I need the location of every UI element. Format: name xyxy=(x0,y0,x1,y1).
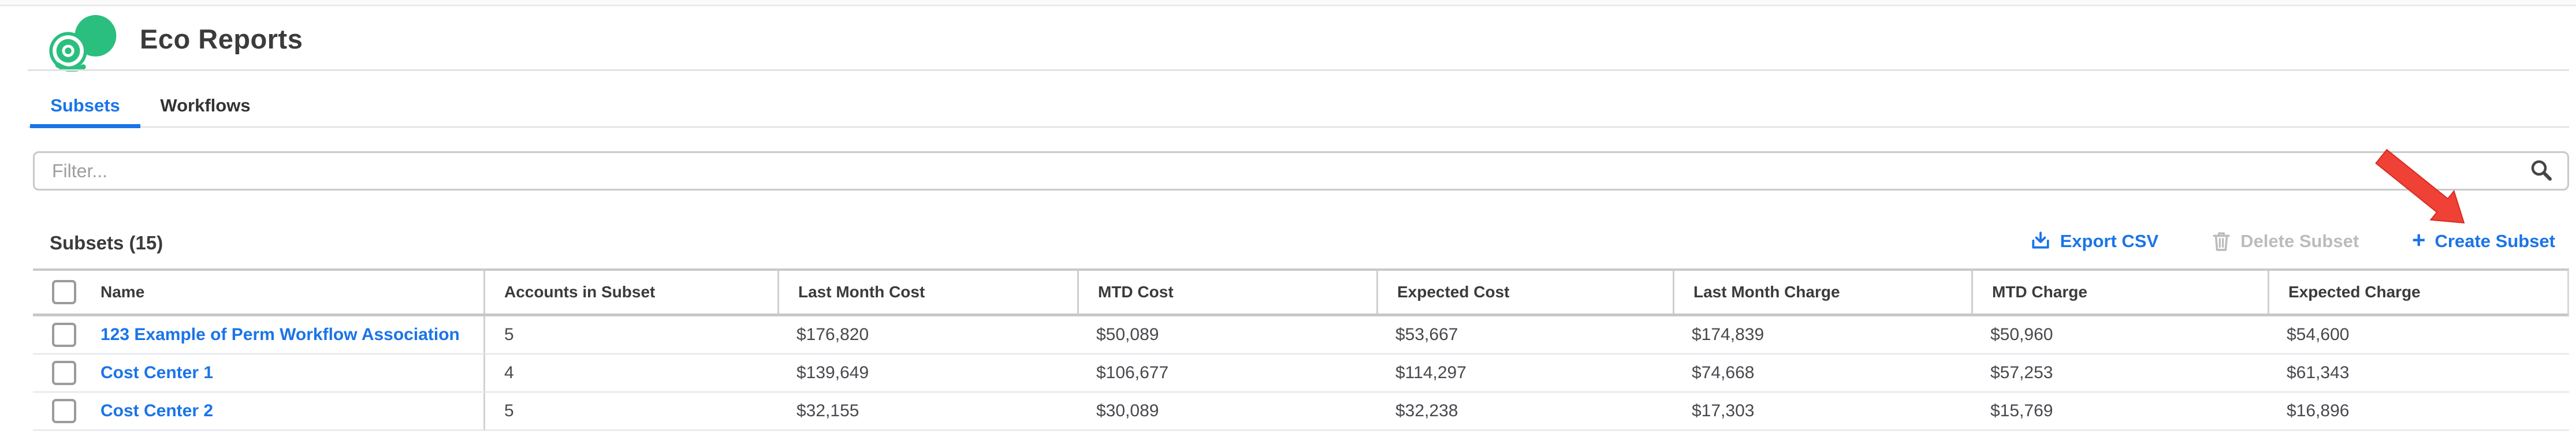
table-cell: $139,649 xyxy=(777,354,1077,391)
column-header-label: Accounts in Subset xyxy=(504,283,656,301)
table-cell: $61,343 xyxy=(2268,354,2569,391)
plus-icon: + xyxy=(2412,227,2426,253)
table-cell: $30,089 xyxy=(1077,393,1376,430)
table-cell: 5 xyxy=(483,393,777,430)
cell-value: $50,089 xyxy=(1096,325,1159,344)
cell-value: $176,820 xyxy=(796,325,869,344)
cell-value: 5 xyxy=(504,325,514,344)
tab-workflows-label: Workflows xyxy=(160,95,251,115)
column-header-label: Last Month Cost xyxy=(798,283,925,301)
table-cell: $17,303 xyxy=(1673,393,1971,430)
export-csv-button[interactable]: Export CSV xyxy=(2030,231,2159,252)
cell-value: 5 xyxy=(504,401,514,420)
cell-value: $30,089 xyxy=(1096,401,1159,420)
column-header-2: Last Month Cost xyxy=(777,271,1077,313)
table-cell: $50,960 xyxy=(1971,316,2268,353)
create-subset-button[interactable]: + Create Subset xyxy=(2412,227,2555,253)
column-header-label: Last Month Charge xyxy=(1693,283,1840,301)
subsets-table: Name Accounts in Subset Last Month Cost MTD… xyxy=(33,268,2569,431)
filter-input[interactable] xyxy=(33,151,2569,191)
column-header-3: MTD Cost xyxy=(1077,271,1376,313)
cell-value: $32,155 xyxy=(796,401,859,420)
cell-value: $114,297 xyxy=(1395,363,1466,382)
active-tab-indicator xyxy=(30,124,140,128)
subset-name-link[interactable]: 123 Example of Perm Workflow Association xyxy=(100,325,460,344)
table-cell: $174,839 xyxy=(1673,316,1971,353)
table-row-0: 123 Example of Perm Workflow Association… xyxy=(33,316,2569,354)
table-body: 123 Example of Perm Workflow Association… xyxy=(33,316,2569,431)
table-cell: $53,667 xyxy=(1376,316,1673,353)
tab-subsets[interactable]: Subsets xyxy=(30,87,140,125)
tab-workflows[interactable]: Workflows xyxy=(140,87,270,125)
toolbar-actions: Export CSV Delete Subset + Create Subset xyxy=(2030,227,2555,253)
cell-value: $174,839 xyxy=(1692,325,1765,344)
table-row-2: Cost Center 2 5 $32,155 $30,089 $32,238 $17,3… xyxy=(33,393,2569,431)
column-header-7: Expected Charge xyxy=(2268,271,2569,313)
name-cell: Cost Center 1 xyxy=(33,354,483,391)
delete-subset-button[interactable]: Delete Subset xyxy=(2212,231,2359,252)
table-cell: $114,297 xyxy=(1376,354,1673,391)
table-row-1: Cost Center 1 4 $139,649 $106,677 $114,297 $7… xyxy=(33,354,2569,393)
section-title: Subsets (15) xyxy=(50,232,163,253)
column-header-label: Expected Charge xyxy=(2288,283,2421,301)
cell-value: $61,343 xyxy=(2287,363,2350,382)
table-cell: $32,155 xyxy=(777,393,1077,430)
row-checkbox[interactable] xyxy=(52,399,76,423)
table-cell: $54,600 xyxy=(2268,316,2569,353)
create-subset-label: Create Subset xyxy=(2434,231,2555,251)
table-cell: $74,668 xyxy=(1673,354,1971,391)
delete-subset-label: Delete Subset xyxy=(2240,231,2359,251)
table-cell: $57,253 xyxy=(1971,354,2268,391)
cell-value: 4 xyxy=(504,363,514,382)
filter-bar xyxy=(33,151,2569,191)
cell-value: $139,649 xyxy=(796,363,869,382)
cell-value: $106,677 xyxy=(1096,363,1169,382)
cell-value: $16,896 xyxy=(2287,401,2350,420)
table-cell: 5 xyxy=(483,316,777,353)
table-cell: $15,769 xyxy=(1971,393,2268,430)
column-header-1: Accounts in Subset xyxy=(483,271,777,313)
cell-value: $74,668 xyxy=(1692,363,1755,382)
table-cell: $50,089 xyxy=(1077,316,1376,353)
tabs-baseline xyxy=(28,126,2569,128)
search-icon[interactable] xyxy=(2529,158,2554,184)
page-title: Eco Reports xyxy=(140,24,303,54)
column-header-5: Last Month Charge xyxy=(1673,271,1971,313)
column-header-label: MTD Charge xyxy=(1992,283,2087,301)
column-header-label: MTD Cost xyxy=(1098,283,1174,301)
cell-value: $54,600 xyxy=(2287,325,2350,344)
column-header-6: MTD Charge xyxy=(1971,271,2268,313)
table-cell: 4 xyxy=(483,354,777,391)
tab-subsets-label: Subsets xyxy=(50,95,120,115)
export-csv-label: Export CSV xyxy=(2060,231,2159,251)
subset-name-link[interactable]: Cost Center 1 xyxy=(100,363,214,382)
app-logo-icon xyxy=(49,15,117,72)
table-cell: $32,238 xyxy=(1376,393,1673,430)
table-header-row: Name Accounts in Subset Last Month Cost MTD… xyxy=(33,268,2569,316)
cell-value: $15,769 xyxy=(1990,401,2053,420)
trash-icon xyxy=(2213,232,2230,251)
download-icon xyxy=(2032,232,2049,249)
table-cell: $16,896 xyxy=(2268,393,2569,430)
column-header-label: Name xyxy=(100,283,145,301)
name-cell: Cost Center 2 xyxy=(33,393,483,430)
column-header-label: Expected Cost xyxy=(1397,283,1510,301)
name-cell: 123 Example of Perm Workflow Association xyxy=(33,316,483,353)
cell-value: $57,253 xyxy=(1990,363,2053,382)
subset-name-link[interactable]: Cost Center 2 xyxy=(100,401,214,420)
row-checkbox[interactable] xyxy=(52,323,76,347)
select-all-checkbox[interactable] xyxy=(52,280,76,304)
top-divider xyxy=(0,5,2576,6)
cell-value: $50,960 xyxy=(1990,325,2053,344)
cell-value: $32,238 xyxy=(1395,401,1458,420)
cell-value: $17,303 xyxy=(1692,401,1755,420)
column-header-0: Name xyxy=(33,271,483,313)
table-cell: $106,677 xyxy=(1077,354,1376,391)
row-checkbox[interactable] xyxy=(52,361,76,385)
header-divider xyxy=(28,69,2569,71)
column-header-4: Expected Cost xyxy=(1376,271,1673,313)
top-strip xyxy=(0,0,2576,5)
table-cell: $176,820 xyxy=(777,316,1077,353)
cell-value: $53,667 xyxy=(1395,325,1458,344)
